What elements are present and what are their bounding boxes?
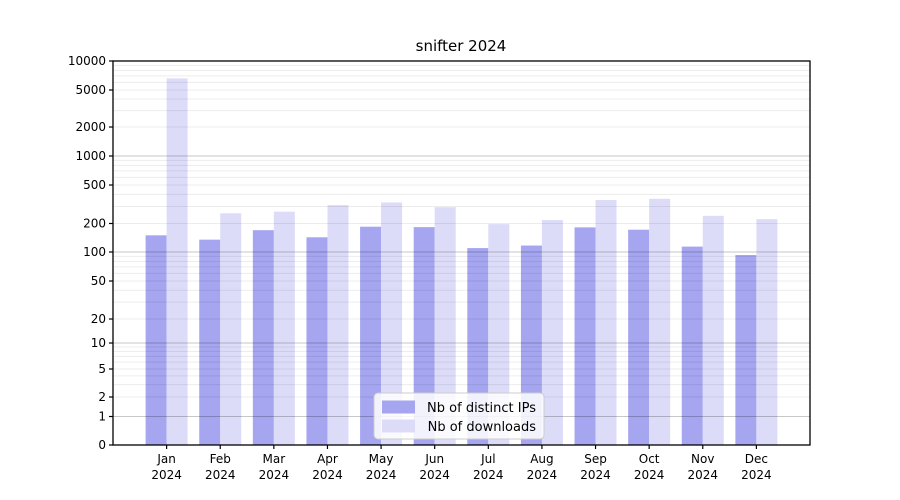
legend-label-downloads: Nb of downloads (428, 420, 537, 435)
x-tick-label-mar: Mar 2024 (259, 452, 290, 482)
plot-border (112, 60, 811, 446)
y-tick-label-1: 1 (98, 410, 106, 424)
y-tick-label-50: 50 (91, 274, 106, 288)
x-tick-label-sep: Sep 2024 (580, 452, 611, 482)
y-tick-label-5000: 5000 (75, 83, 106, 97)
bar-distinct-ips-oct (628, 229, 650, 445)
x-tick-label-aug: Aug 2024 (527, 452, 558, 482)
bar-distinct-ips-dec (735, 255, 757, 445)
y-tick-label-10000: 10000 (68, 54, 106, 68)
x-tick-label-may: May 2024 (366, 452, 397, 482)
y-tick-label-100: 100 (83, 245, 106, 259)
bar-distinct-ips-mar (252, 230, 274, 445)
bar-downloads-feb (220, 213, 242, 445)
y-tick-label-5: 5 (98, 362, 106, 376)
x-tick-label-jul: Jul 2024 (473, 452, 504, 482)
bar-downloads-jul (488, 224, 510, 445)
bar-downloads-mar (273, 211, 295, 445)
bar-downloads-aug (541, 220, 563, 445)
x-tick-label-feb: Feb 2024 (205, 452, 236, 482)
x-tick-label-oct: Oct 2024 (634, 452, 665, 482)
y-tick-label-0: 0 (98, 438, 106, 452)
bar-downloads-apr (327, 205, 349, 445)
bar-distinct-ips-may (360, 226, 382, 445)
legend-box (373, 392, 545, 440)
bar-downloads-nov (702, 215, 724, 445)
chart-title: snifter 2024 (416, 37, 507, 55)
y-tick-label-500: 500 (83, 178, 106, 192)
legend-swatch-downloads (382, 419, 415, 433)
y-tick-label-2: 2 (98, 390, 106, 404)
bar-downloads-dec (756, 219, 778, 445)
bar-downloads-oct (649, 198, 671, 445)
y-tick-label-20: 20 (91, 312, 106, 326)
x-tick-label-dec: Dec 2024 (741, 452, 772, 482)
bar-distinct-ips-feb (199, 239, 221, 445)
x-tick-label-apr: Apr 2024 (312, 452, 343, 482)
legend-swatch-distinct-ips (382, 400, 415, 414)
y-tick-label-2000: 2000 (75, 120, 106, 134)
legend-label-distinct-ips: Nb of distinct IPs (427, 401, 536, 416)
bar-distinct-ips-jan (145, 235, 167, 445)
x-tick-label-jan: Jan 2024 (151, 452, 182, 482)
bar-distinct-ips-jun (413, 227, 435, 445)
y-tick-label-200: 200 (83, 217, 106, 231)
bar-downloads-jun (434, 207, 456, 445)
bar-downloads-jan (166, 78, 188, 445)
x-tick-label-nov: Nov 2024 (687, 452, 718, 482)
legend: Nb of distinct IPs Nb of downloads (373, 392, 545, 440)
bar-distinct-ips-sep (574, 227, 596, 445)
bar-distinct-ips-apr (306, 237, 328, 445)
y-tick-label-10: 10 (91, 336, 106, 350)
y-tick-label-1000: 1000 (75, 149, 106, 163)
bar-distinct-ips-nov (681, 246, 703, 445)
bar-downloads-sep (595, 199, 617, 445)
x-tick-label-jun: Jun 2024 (419, 452, 450, 482)
bar-downloads-may (381, 202, 403, 445)
